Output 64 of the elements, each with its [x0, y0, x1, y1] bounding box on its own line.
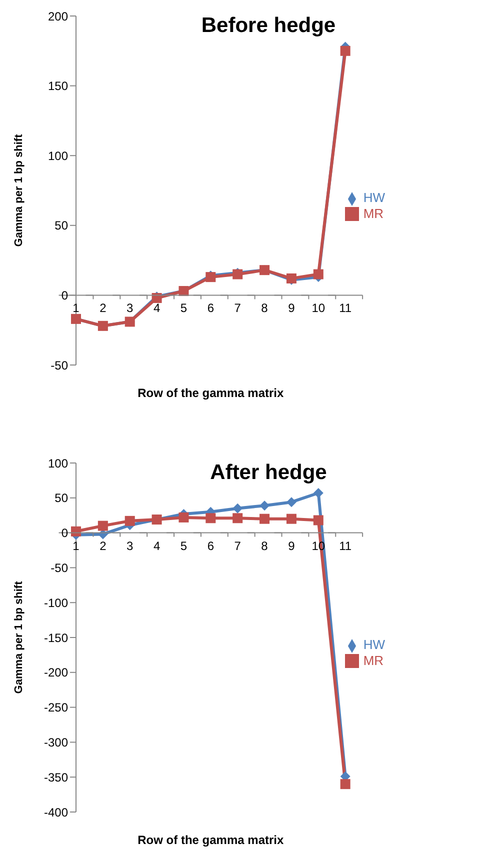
y-tick-label: -100 — [44, 596, 68, 610]
y-tick-label: -250 — [44, 700, 68, 715]
legend-label: MR — [363, 206, 384, 220]
point — [313, 515, 324, 526]
x-tick-label: 4 — [153, 538, 160, 553]
y-tick-label: -150 — [44, 630, 68, 645]
x-tick-label: 11 — [339, 538, 352, 553]
y-tick-label: -350 — [44, 770, 68, 784]
x-tick-label: 3 — [126, 301, 134, 316]
x-tick-label: 4 — [153, 301, 160, 316]
point — [260, 514, 270, 524]
x-tick-label: 2 — [100, 538, 107, 553]
point — [260, 500, 270, 511]
y-tick-label: 200 — [48, 9, 68, 24]
x-tick-label: 7 — [234, 538, 242, 553]
x-tick-label: 10 — [312, 301, 326, 316]
y-tick-label: 0 — [61, 288, 68, 302]
y-tick-label: 50 — [54, 218, 68, 233]
y-tick-label: -50 — [50, 560, 68, 575]
y-axis-title: Gamma per 1 bp shift — [12, 580, 25, 694]
point — [232, 503, 243, 514]
x-tick-label: 5 — [180, 538, 188, 553]
point — [286, 497, 296, 508]
y-tick-label: 50 — [54, 491, 68, 506]
legend-label: MR — [363, 652, 384, 668]
x-tick-label: 1 — [72, 538, 80, 553]
y-tick-label: 0 — [61, 526, 68, 540]
point — [313, 269, 324, 280]
point — [286, 514, 296, 524]
x-tick-label: 3 — [126, 538, 134, 553]
chart-title: Before hedge — [200, 14, 337, 38]
y-tick-label: 100 — [48, 148, 68, 163]
x-tick-label: 8 — [261, 538, 268, 553]
x-tick-label: 5 — [180, 301, 188, 316]
legend-label: HW — [363, 190, 385, 205]
point — [71, 526, 81, 536]
point — [124, 516, 135, 526]
point — [313, 488, 324, 498]
point — [340, 779, 350, 790]
point — [340, 46, 350, 56]
point — [206, 513, 216, 524]
x-tick-label: 6 — [207, 301, 214, 316]
x-tick-label: 9 — [288, 538, 296, 553]
y-tick-label: -200 — [44, 666, 68, 680]
x-axis-title: Row of the gamma matrix — [138, 386, 284, 400]
x-tick-label: 7 — [234, 301, 242, 316]
y-tick-label: 150 — [48, 79, 68, 94]
point — [98, 520, 108, 531]
legend-label: HW — [363, 636, 385, 652]
x-tick-label: 6 — [207, 538, 214, 553]
y-tick-label: 100 — [48, 456, 68, 470]
y-tick-label: -400 — [44, 805, 68, 820]
y-tick-label: -50 — [50, 358, 68, 372]
chart-title: After hedge — [209, 461, 328, 485]
x-tick-label: 2 — [100, 301, 107, 316]
x-tick-label: 9 — [288, 301, 296, 316]
x-tick-label: 11 — [339, 301, 352, 316]
y-axis-title: Gamma per 1 bp shift — [12, 134, 25, 247]
x-tick-label: 8 — [261, 301, 268, 316]
point — [178, 512, 189, 522]
point — [232, 513, 243, 524]
y-tick-label: -300 — [44, 735, 68, 750]
x-tick-label: 1 — [72, 301, 80, 316]
x-axis-title: Row of the gamma matrix — [138, 833, 284, 847]
